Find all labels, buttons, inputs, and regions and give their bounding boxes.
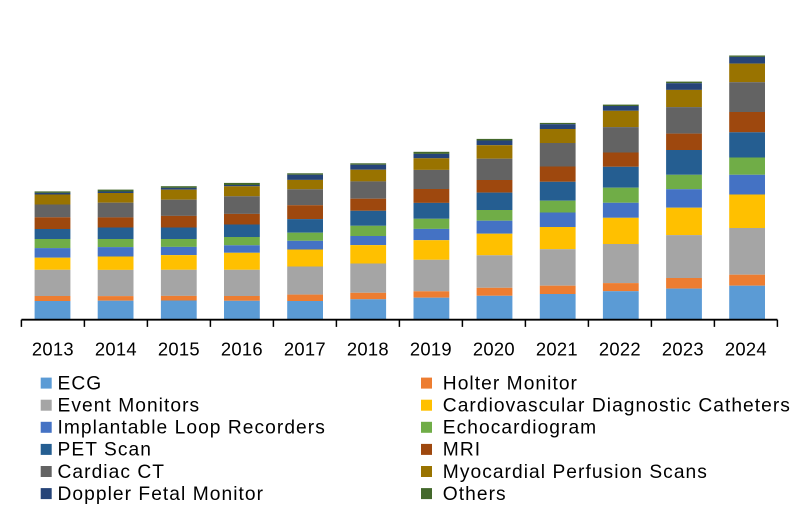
- svg-text:Holter Monitor: Holter Monitor: [443, 373, 578, 394]
- svg-text:2016: 2016: [221, 338, 263, 359]
- svg-text:2015: 2015: [158, 338, 200, 359]
- svg-text:Cardiovascular Diagnostic Cath: Cardiovascular Diagnostic Catheters: [443, 396, 791, 417]
- svg-text:Doppler Fetal Monitor: Doppler Fetal Monitor: [58, 484, 265, 505]
- svg-text:2017: 2017: [284, 338, 326, 359]
- svg-text:Myocardial Perfusion Scans: Myocardial Perfusion Scans: [443, 462, 708, 483]
- svg-text:Others: Others: [443, 484, 507, 505]
- svg-text:2020: 2020: [473, 338, 515, 359]
- svg-text:MRI: MRI: [443, 440, 481, 461]
- svg-text:Event Monitors: Event Monitors: [58, 396, 201, 417]
- svg-text:2024: 2024: [725, 338, 767, 359]
- svg-text:2014: 2014: [95, 338, 137, 359]
- svg-text:2019: 2019: [410, 338, 452, 359]
- svg-text:2021: 2021: [536, 338, 578, 359]
- svg-text:2013: 2013: [32, 338, 74, 359]
- svg-text:ECG: ECG: [58, 373, 103, 394]
- svg-text:Echocardiogram: Echocardiogram: [443, 418, 597, 439]
- svg-text:2022: 2022: [599, 338, 641, 359]
- svg-text:Implantable Loop Recorders: Implantable Loop Recorders: [58, 418, 326, 439]
- svg-text:2023: 2023: [662, 338, 704, 359]
- svg-text:Cardiac CT: Cardiac CT: [58, 462, 166, 483]
- svg-text:2018: 2018: [347, 338, 389, 359]
- svg-text:PET Scan: PET Scan: [58, 440, 152, 461]
